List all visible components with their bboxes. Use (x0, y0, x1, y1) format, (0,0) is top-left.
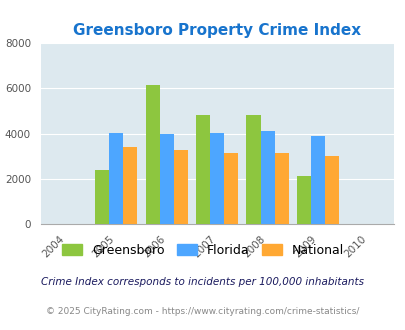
Bar (123, 147, 137, 224)
Bar (145, 85, 159, 224)
Legend: Greensboro, Florida, National: Greensboro, Florida, National (57, 239, 348, 262)
Bar (274, 153, 288, 224)
Bar (310, 136, 324, 224)
Bar (224, 153, 238, 224)
Bar (159, 134, 173, 224)
Bar (109, 133, 123, 224)
Bar (246, 115, 260, 224)
Bar (324, 156, 339, 224)
Bar (95, 170, 109, 224)
Bar (210, 133, 224, 224)
Bar (260, 131, 274, 224)
Text: © 2025 CityRating.com - https://www.cityrating.com/crime-statistics/: © 2025 CityRating.com - https://www.city… (46, 307, 359, 316)
Bar (173, 149, 188, 224)
Bar (196, 115, 210, 224)
Bar (296, 176, 310, 224)
Title: Greensboro Property Crime Index: Greensboro Property Crime Index (73, 22, 360, 38)
Text: Crime Index corresponds to incidents per 100,000 inhabitants: Crime Index corresponds to incidents per… (41, 277, 364, 287)
